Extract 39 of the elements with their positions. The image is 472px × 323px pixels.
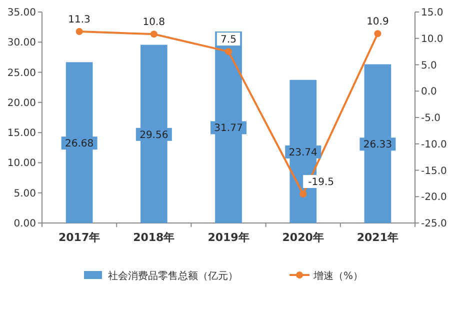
point [300,190,307,198]
y-tick-label: 15.00 [7,128,36,140]
data-label: 11.3 [68,14,90,26]
legend-label: 增速（%） [312,270,364,282]
data-label: 10.9 [366,16,389,28]
point [374,30,382,38]
y-tick-label: 35.00 [7,8,36,18]
y-tick-label: 20.00 [7,98,36,109]
y-tick-label: 10.00 [7,158,36,170]
y-tick-label: 25.00 [7,68,36,79]
y2-tick-label: -10.0 [421,139,447,150]
y2-tick-label: 5.0 [421,60,437,72]
y-tick-label: 30.00 [7,38,36,49]
y2-tick-label: 15.0 [421,8,444,18]
data-label: 26.68 [64,138,94,150]
y2-tick-label: -25.0 [421,218,447,230]
data-label: 26.33 [363,140,392,151]
y2-tick-label: -5.0 [421,113,441,124]
data-label: -19.5 [308,176,334,188]
data-label: 29.56 [140,130,168,141]
y2-tick-label: 10.0 [421,34,444,45]
y2-tick-label: -20.0 [421,192,447,204]
y-tick-label: 5.00 [14,188,36,200]
point [76,28,83,36]
x-tick-label: 2021年 [356,231,399,244]
x-tick-label: 2018年 [133,231,175,244]
y2-tick-label: 0.0 [421,86,437,98]
point [150,30,158,38]
data-label: 10.8 [142,17,166,28]
data-label: 7.5 [220,34,236,46]
data-label: 23.74 [288,147,318,158]
legend-label: 社会消费品零售总额（亿元） [108,270,238,282]
x-tick-label: 2019年 [208,231,250,244]
point [225,48,232,56]
x-tick-label: 2020年 [282,231,324,244]
data-label: 31.77 [214,123,243,134]
y2-tick-label: -15.0 [421,166,447,177]
y-tick-label: 0.00 [14,218,36,230]
x-tick-label: 2017年 [58,231,100,244]
